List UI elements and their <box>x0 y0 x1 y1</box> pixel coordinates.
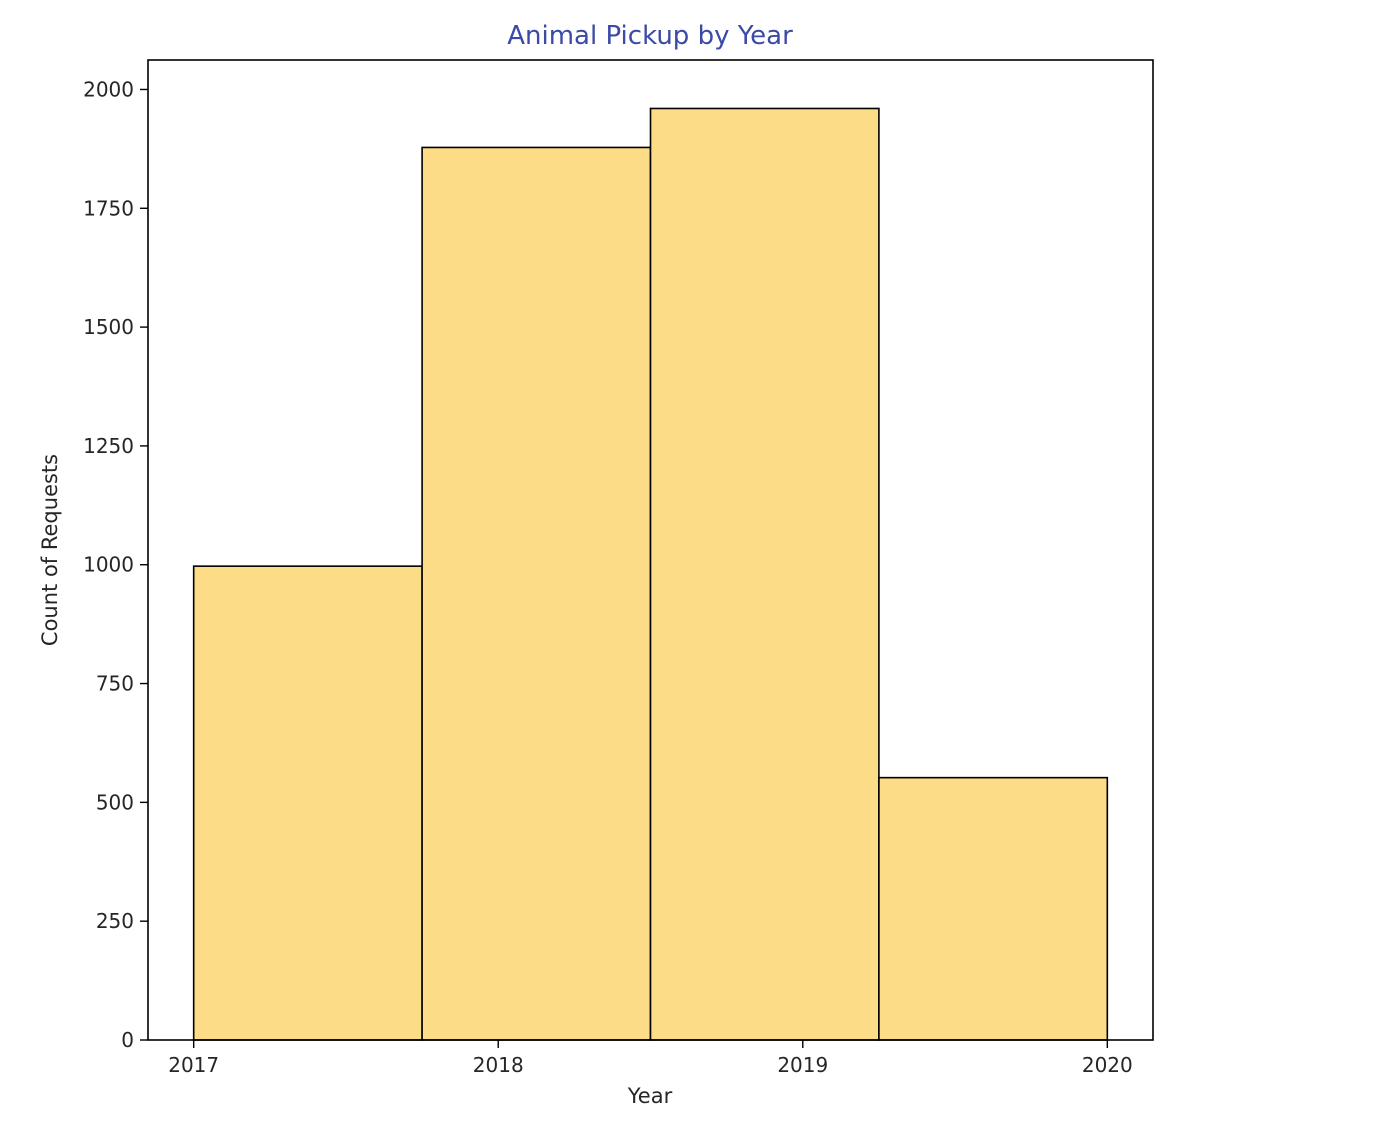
y-tick-label: 2000 <box>83 77 134 101</box>
y-tick-label: 1250 <box>83 434 134 458</box>
x-tick-label: 2017 <box>168 1053 219 1077</box>
chart-title: Animal Pickup by Year <box>507 21 793 51</box>
y-tick-label: 0 <box>121 1028 134 1052</box>
histogram-bar-4 <box>878 776 1109 1041</box>
y-axis-label: Count of Requests <box>38 454 62 646</box>
y-tick-label: 1500 <box>83 315 134 339</box>
y-tick-label: 500 <box>96 790 134 814</box>
histogram-bar-3 <box>649 107 880 1041</box>
ticks-layer: 0 250 500 750 1000 1250 1500 1750 2000 2017 2018 20… <box>83 77 1133 1077</box>
bars-layer <box>192 107 1109 1041</box>
histogram-bar-2 <box>421 146 652 1041</box>
plot-frame <box>147 59 1154 1041</box>
x-tick-label: 2018 <box>473 1053 524 1077</box>
x-axis-label: Year <box>627 1084 673 1108</box>
y-tick-label: 250 <box>96 909 134 933</box>
x-tick-label: 2019 <box>777 1053 828 1077</box>
y-tick-label: 750 <box>96 672 134 696</box>
y-tick-label: 1000 <box>83 553 134 577</box>
y-tick-label: 1750 <box>83 196 134 220</box>
histogram-bar-1 <box>192 565 423 1041</box>
x-tick-label: 2020 <box>1082 1053 1133 1077</box>
